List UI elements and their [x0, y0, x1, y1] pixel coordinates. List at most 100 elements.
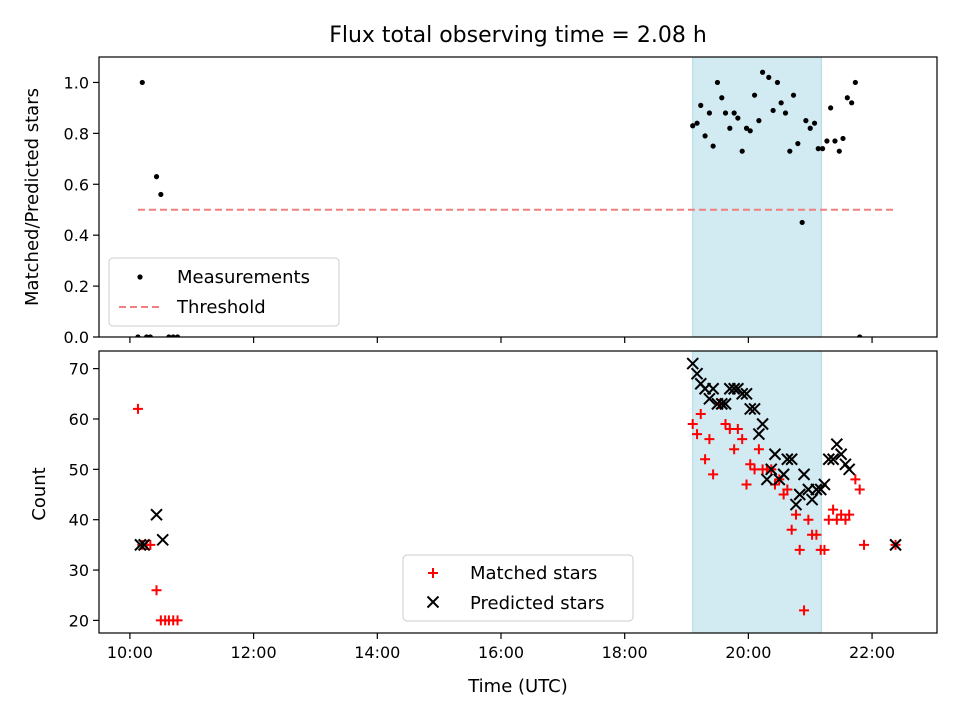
matched-star-point — [782, 484, 793, 495]
matched-star-point — [695, 408, 706, 419]
measurement-point — [896, 0, 901, 3]
bottom-y-tick-label: 30 — [69, 561, 89, 580]
legend-measurements-label: Measurements — [177, 267, 310, 288]
measurement-point — [735, 115, 741, 121]
measurement-point — [706, 110, 713, 116]
bottom-legend-box — [402, 554, 634, 622]
measurement-point — [147, 334, 153, 337]
matched-star-point — [850, 474, 861, 485]
matched-star-point — [704, 434, 715, 445]
measurement-point — [139, 79, 145, 86]
measurement-point — [869, 0, 874, 3]
measurement-point — [727, 125, 733, 131]
bottom-legend: Matched stars Predicted stars — [402, 554, 634, 622]
measurement-point — [849, 100, 855, 106]
bottom-y-tick-label: 40 — [69, 511, 89, 530]
predicted-star-point — [150, 508, 163, 521]
matched-star-point — [786, 524, 797, 535]
measurement-point — [694, 120, 700, 126]
bottom-x-tick-label: 18:00 — [602, 643, 648, 662]
predicted-star-point — [818, 478, 831, 491]
predicted-star-point — [810, 483, 823, 496]
bottom-panel: 20 30 40 50 60 70 10:00 12:00 14:00 16:00 18:00 20:… — [69, 350, 938, 662]
predicted-star-point — [756, 417, 769, 431]
predicted-stars-series — [134, 357, 902, 552]
matched-star-point — [700, 454, 711, 465]
measurement-point — [166, 334, 172, 337]
legend-measurement-marker — [137, 274, 143, 280]
bottom-y-tick-label: 20 — [69, 611, 89, 630]
matched-star-point — [819, 544, 830, 555]
measurement-point — [722, 110, 729, 116]
measurement-point — [790, 92, 797, 98]
figure-title: Flux total observing time = 2.08 h — [329, 23, 707, 48]
top-panel: 0.0 0.2 0.4 0.6 0.8 1.0 Measurements Threshold — [64, 0, 938, 347]
measurement-point — [882, 0, 887, 3]
top-y-tick-label: 0.4 — [64, 226, 89, 245]
measurement-point — [874, 0, 879, 3]
predicted-star-point — [137, 538, 151, 552]
matched-star-point — [151, 585, 162, 596]
matched-star-point — [778, 489, 789, 500]
top-y-tick-label: 0.2 — [64, 277, 89, 296]
predicted-star-point — [706, 382, 720, 395]
legend-predicted-label: Predicted stars — [470, 593, 604, 614]
measurement-point — [886, 0, 891, 3]
measurement-point — [852, 79, 858, 86]
top-legend: Measurements Threshold — [108, 257, 340, 327]
predicted-star-point — [826, 453, 840, 466]
predicted-star-point — [777, 468, 790, 481]
predicted-star-point — [727, 382, 741, 395]
measurement-point — [836, 148, 842, 154]
measurement-point — [865, 0, 870, 3]
top-y-tick-label: 0.8 — [64, 124, 89, 143]
predicted-star-point — [752, 427, 766, 441]
predicted-star-point — [768, 448, 782, 461]
predicted-star-point — [765, 463, 778, 476]
measurement-point — [731, 110, 737, 116]
measurement-point — [135, 334, 141, 337]
predicted-star-point — [703, 392, 716, 406]
measurement-point — [840, 135, 846, 142]
matched-star-point — [753, 444, 764, 455]
measurement-point — [747, 128, 753, 134]
matched-star-point — [729, 444, 740, 455]
matched-star-point — [790, 509, 801, 520]
matched-star-point — [854, 484, 865, 495]
predicted-star-point — [748, 402, 761, 416]
predicted-star-point — [805, 493, 819, 506]
bottom-y-tick-label: 70 — [69, 360, 89, 379]
measurement-point — [799, 219, 805, 226]
bottom-axes-frame — [98, 350, 938, 634]
measurement-point — [739, 148, 745, 154]
measurement-point — [861, 0, 866, 3]
predicted-star-point — [690, 367, 704, 380]
matched-star-point — [859, 539, 870, 550]
legend-matched-label: Matched stars — [470, 563, 597, 584]
top-y-axis-label: Matched/Predicted stars — [22, 88, 43, 306]
matched-star-point — [720, 419, 731, 430]
measurement-point — [787, 148, 793, 154]
bottom-highlight-span — [692, 350, 822, 634]
measurement-point — [714, 79, 721, 86]
matched-star-point — [708, 469, 719, 480]
predicted-star-point — [719, 397, 732, 411]
legend-predicted-marker — [426, 595, 440, 609]
measurement-point — [782, 110, 789, 116]
top-legend-box — [108, 257, 340, 327]
measurement-point — [766, 74, 772, 80]
measurement-point — [795, 140, 801, 147]
predicted-star-point — [834, 448, 848, 461]
predicted-star-point — [822, 453, 835, 466]
matched-star-point — [132, 403, 143, 414]
bottom-x-tick-label: 22:00 — [849, 643, 895, 662]
bottom-y-axis-label: Count — [29, 467, 50, 520]
measurement-point — [844, 95, 850, 101]
measurement-point — [811, 120, 818, 126]
measurement-point — [710, 143, 716, 149]
measurement-point — [174, 334, 181, 337]
measurement-point — [832, 138, 838, 144]
top-axes-frame — [98, 56, 938, 338]
top-y-tick-label: 0.6 — [64, 175, 89, 194]
x-axis-label: Time (UTC) — [467, 676, 568, 697]
